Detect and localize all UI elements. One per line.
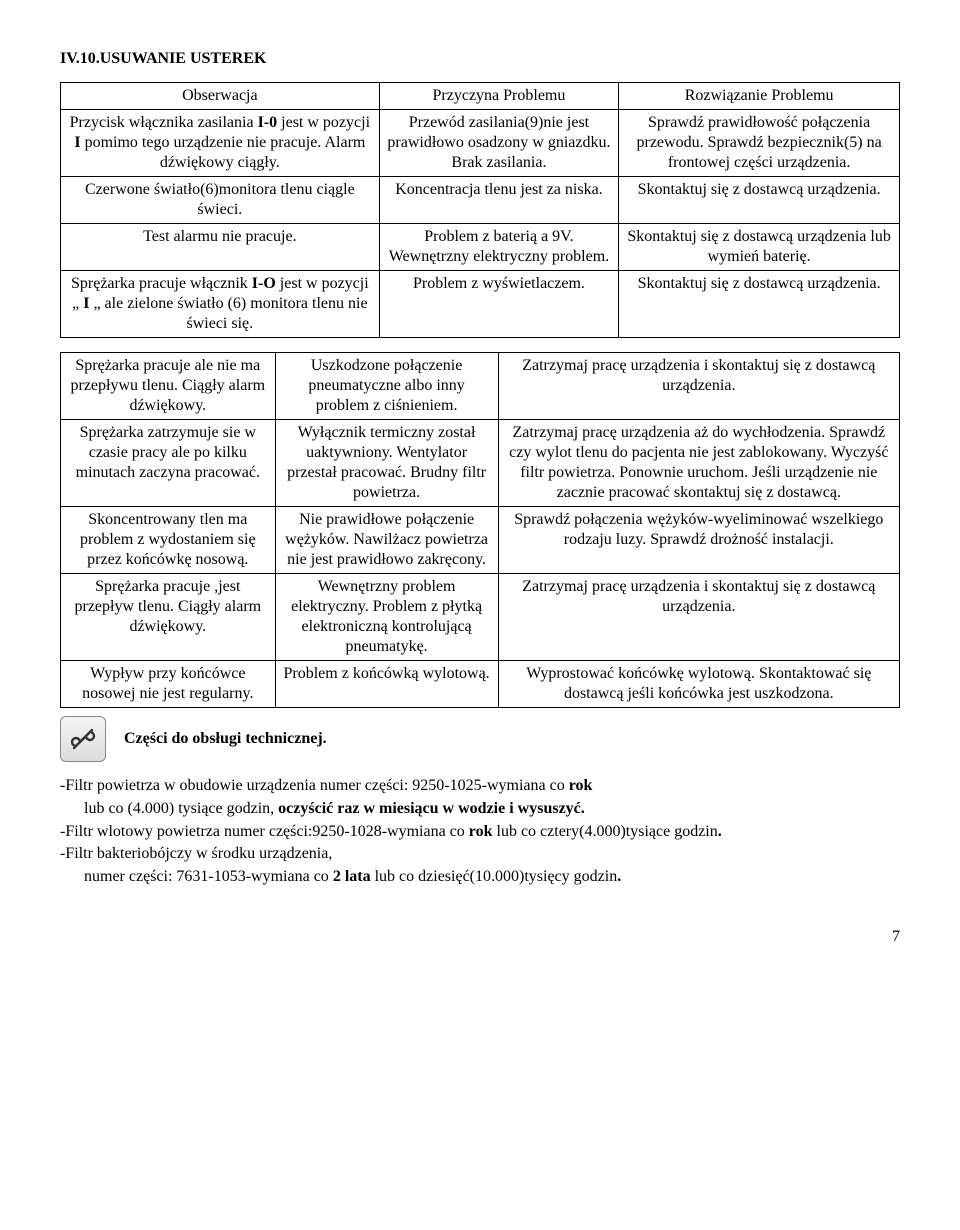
note-line: -Filtr bakteriobójczy w środku urządzeni… xyxy=(60,844,900,865)
table-row: Sprężarka zatrzymuje sie w czasie pracy … xyxy=(61,420,900,507)
cell-observation: Przycisk włącznika zasilania I-0 jest w … xyxy=(61,110,380,177)
cell-cause: Przewód zasilania(9)nie jest prawidłowo … xyxy=(379,110,619,177)
cell-cause: Wewnętrzny problem elektryczny. Problem … xyxy=(275,574,498,661)
table-row: Przycisk włącznika zasilania I-0 jest w … xyxy=(61,110,900,177)
cell-observation: Czerwone światło(6)monitora tlenu ciągle… xyxy=(61,177,380,224)
note-line: numer części: 7631-1053-wymiana co 2 lat… xyxy=(60,867,900,888)
cell-cause: Problem z końcówką wylotową. xyxy=(275,661,498,708)
service-notes: -Filtr powietrza w obudowie urządzenia n… xyxy=(60,776,900,888)
cell-solution: Skontaktuj się z dostawcą urządzenia lub… xyxy=(619,224,900,271)
cell-observation: Wypływ przy końcówce nosowej nie jest re… xyxy=(61,661,276,708)
cell-solution: Skontaktuj się z dostawcą urządzenia. xyxy=(619,271,900,338)
cell-solution: Skontaktuj się z dostawcą urządzenia. xyxy=(619,177,900,224)
table-row: Wypływ przy końcówce nosowej nie jest re… xyxy=(61,661,900,708)
table-row: Skoncentrowany tlen ma problem z wydosta… xyxy=(61,507,900,574)
service-parts-row: Części do obsługi technicznej. xyxy=(60,716,900,762)
table-row: Sprężarka pracuje ,jest przepływ tlenu. … xyxy=(61,574,900,661)
table-row: Sprężarka pracuje ale nie ma przepływu t… xyxy=(61,353,900,420)
wrench-icon xyxy=(60,716,106,762)
cell-solution: Wyprostować końcówkę wylotową. Skontakto… xyxy=(498,661,899,708)
note-line: lub co (4.000) tysiące godzin, oczyścić … xyxy=(60,799,900,820)
cell-observation: Test alarmu nie pracuje. xyxy=(61,224,380,271)
note-line: -Filtr wlotowy powietrza numer części:92… xyxy=(60,822,900,843)
cell-cause: Wyłącznik termiczny został uaktywniony. … xyxy=(275,420,498,507)
cell-solution: Zatrzymaj pracę urządzenia i skontaktuj … xyxy=(498,574,899,661)
col-cause: Przyczyna Problemu xyxy=(379,83,619,110)
cell-solution: Zatrzymaj pracę urządzenia i skontaktuj … xyxy=(498,353,899,420)
table-header-row: Obserwacja Przyczyna Problemu Rozwiązani… xyxy=(61,83,900,110)
cell-cause: Koncentracja tlenu jest za niska. xyxy=(379,177,619,224)
cell-observation: Sprężarka zatrzymuje sie w czasie pracy … xyxy=(61,420,276,507)
cell-observation: Sprężarka pracuje włącznik I-O jest w po… xyxy=(61,271,380,338)
table-row: Test alarmu nie pracuje.Problem z bateri… xyxy=(61,224,900,271)
cell-solution: Sprawdź połączenia wężyków-wyeliminować … xyxy=(498,507,899,574)
cell-observation: Sprężarka pracuje ,jest przepływ tlenu. … xyxy=(61,574,276,661)
page-number: 7 xyxy=(60,928,900,946)
note-line: -Filtr powietrza w obudowie urządzenia n… xyxy=(60,776,900,797)
cell-cause: Nie prawidłowe połączenie wężyków. Nawil… xyxy=(275,507,498,574)
cell-cause: Problem z wyświetlaczem. xyxy=(379,271,619,338)
cell-observation: Skoncentrowany tlen ma problem z wydosta… xyxy=(61,507,276,574)
cell-cause: Problem z baterią a 9V. Wewnętrzny elekt… xyxy=(379,224,619,271)
cell-solution: Sprawdź prawidłowość połączenia przewodu… xyxy=(619,110,900,177)
cell-observation: Sprężarka pracuje ale nie ma przepływu t… xyxy=(61,353,276,420)
table-row: Czerwone światło(6)monitora tlenu ciągle… xyxy=(61,177,900,224)
col-observation: Obserwacja xyxy=(61,83,380,110)
section-heading: IV.10.USUWANIE USTEREK xyxy=(60,50,900,68)
service-parts-caption: Części do obsługi technicznej. xyxy=(124,730,327,748)
cell-solution: Zatrzymaj pracę urządzenia aż do wychłod… xyxy=(498,420,899,507)
col-solution: Rozwiązanie Problemu xyxy=(619,83,900,110)
table-row: Sprężarka pracuje włącznik I-O jest w po… xyxy=(61,271,900,338)
troubleshooting-table-1: Obserwacja Przyczyna Problemu Rozwiązani… xyxy=(60,82,900,338)
troubleshooting-table-2: Sprężarka pracuje ale nie ma przepływu t… xyxy=(60,352,900,708)
cell-cause: Uszkodzone połączenie pneumatyczne albo … xyxy=(275,353,498,420)
